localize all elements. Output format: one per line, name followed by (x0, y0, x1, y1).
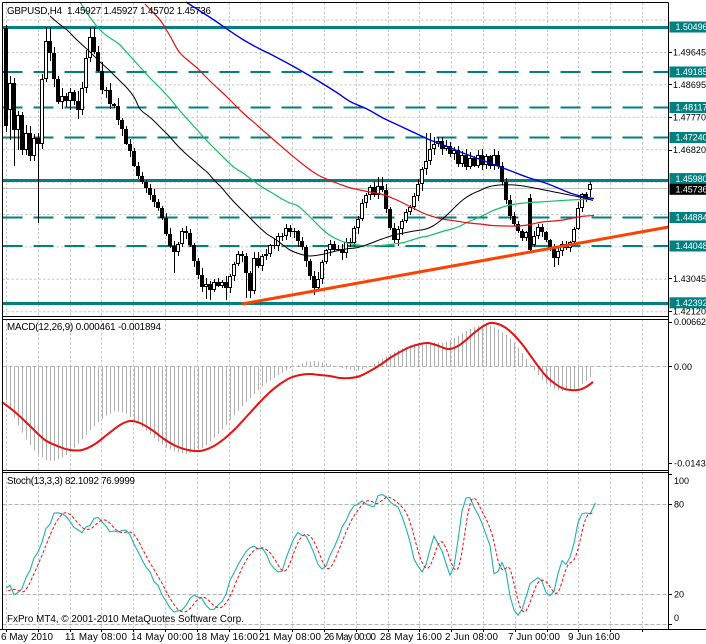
svg-text:14 May 00:00: 14 May 00:00 (131, 632, 194, 643)
svg-text:1.42120: 1.42120 (673, 307, 706, 317)
svg-text:1.48695: 1.48695 (673, 80, 706, 90)
svg-text:GBPUSD,H4 1.45927 1.45927 1.4: GBPUSD,H4 1.45927 1.45927 1.45702 1.4573… (7, 6, 212, 17)
svg-text:1.46820: 1.46820 (673, 145, 706, 155)
svg-text:0.00662: 0.00662 (674, 317, 706, 327)
svg-text:-0.01430: -0.01430 (674, 459, 706, 469)
svg-text:1.49645: 1.49645 (673, 48, 706, 58)
svg-text:0: 0 (674, 613, 679, 623)
svg-text:1.45980: 1.45980 (676, 174, 706, 184)
svg-text:1.47770: 1.47770 (673, 113, 706, 123)
svg-text:80: 80 (674, 500, 684, 510)
svg-text:1.48117: 1.48117 (676, 103, 706, 113)
svg-text:100: 100 (674, 476, 689, 486)
svg-text:1.43045: 1.43045 (673, 274, 706, 284)
svg-text:Stoch(13,3,3) 82.1092 76.9999: Stoch(13,3,3) 82.1092 76.9999 (7, 476, 135, 487)
svg-text:1.50496: 1.50496 (676, 22, 706, 32)
svg-text:18 May 16:00: 18 May 16:00 (196, 632, 259, 643)
svg-text:1.44048: 1.44048 (676, 241, 706, 251)
svg-text:1.44884: 1.44884 (676, 213, 706, 223)
svg-text:26 May 00:00: 26 May 00:00 (324, 632, 377, 643)
svg-text:11 May 08:00: 11 May 08:00 (65, 632, 128, 643)
svg-text:2 Jun 08:00: 2 Jun 08:00 (445, 632, 499, 643)
svg-text:20: 20 (674, 590, 684, 600)
svg-text:1.45736: 1.45736 (676, 185, 706, 195)
svg-text:1.49185: 1.49185 (676, 67, 706, 77)
svg-text:21 May 08:00: 21 May 08:00 (259, 632, 322, 643)
svg-text:1.42392: 1.42392 (676, 298, 706, 308)
svg-text:7 Jun 00:00: 7 Jun 00:00 (508, 632, 561, 643)
svg-text:MACD(12,26,9) 0.000461 -0.0018: MACD(12,26,9) 0.000461 -0.001894 (7, 322, 162, 333)
svg-text:28 May 16:00: 28 May 16:00 (380, 632, 443, 643)
svg-text:0.00: 0.00 (674, 362, 692, 372)
svg-text:FxPro MT4, © 2001-2010 MetaQuo: FxPro MT4, © 2001-2010 MetaQuotes Softwa… (7, 614, 244, 625)
svg-text:6 May 2010: 6 May 2010 (1, 632, 54, 643)
svg-text:1.47240: 1.47240 (676, 133, 706, 143)
svg-text:9 Jun 16:00: 9 Jun 16:00 (568, 632, 621, 643)
